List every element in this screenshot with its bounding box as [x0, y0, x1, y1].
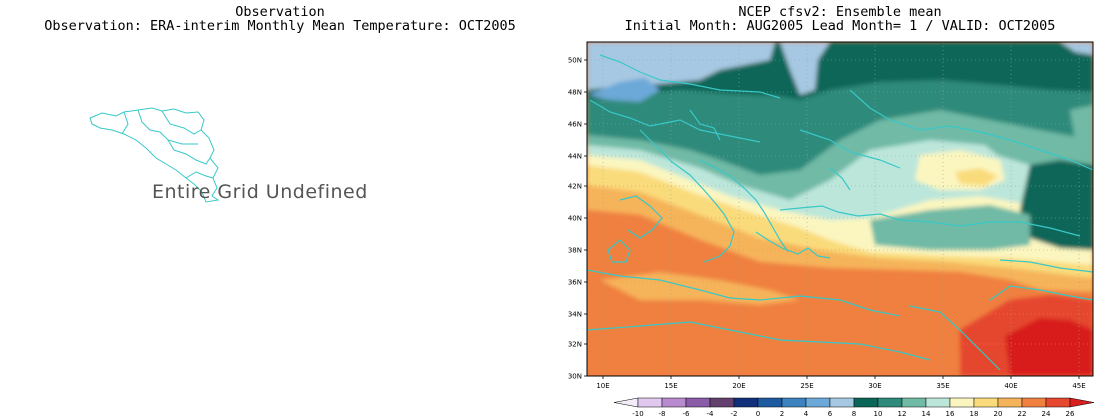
colorbar-swatch [1069, 397, 1095, 408]
left-coastline-outline [89, 107, 220, 203]
colorbar-level-label: -4 [707, 410, 715, 418]
colorbar-swatch [829, 397, 855, 408]
colorbar-swatch [733, 397, 759, 408]
lon-tick-label: 30E [868, 382, 881, 390]
colorbar-level-label: 8 [852, 410, 856, 418]
lat-tick-label: 44N [568, 153, 582, 161]
lon-tick-label: 15E [664, 382, 677, 390]
lon-tick-label: 35E [936, 382, 949, 390]
colorbar-level-label: 16 [946, 410, 955, 418]
lat-tick-label: 30N [568, 373, 582, 381]
lon-tick-label: 20E [732, 382, 745, 390]
colorbar-level-label: 2 [780, 410, 784, 418]
temperature-map [587, 42, 1093, 376]
gridlines [587, 42, 1093, 376]
colorbar-swatch [973, 397, 999, 408]
colorbar-level-label: 24 [1042, 410, 1051, 418]
colorbar-level-label: -6 [683, 410, 691, 418]
map-frame [586, 41, 1094, 377]
colorbar-level-label: 14 [922, 410, 931, 418]
lat-tick-label: 36N [568, 279, 582, 287]
colorbar: -10 -8 -6 -4 -2 0 2 4 6 8 10 12 14 16 18 20 22 24 26 [613, 397, 1095, 418]
colorbar-swatch [661, 397, 687, 408]
colorbar-swatch [805, 397, 831, 408]
lon-tick-label: 45E [1072, 382, 1085, 390]
right-title-line2: Initial Month: AUG2005 Lead Month= 1 / V… [624, 18, 1056, 34]
colorbar-swatch [1021, 397, 1047, 408]
left-panel-title: Observation Observation: ERA-interim Mon… [0, 5, 560, 33]
lon-tick-label: 40E [1004, 382, 1017, 390]
colorbar-level-label: 0 [756, 410, 760, 418]
longitude-ticks: 10E 15E 20E 25E 30E 35E 40E 45E [596, 376, 1086, 390]
colorbar-level-label: 12 [898, 410, 907, 418]
lon-tick-label: 25E [800, 382, 813, 390]
latitude-ticks: 50N 48N 46N 44N 42N 40N 38N 36N 34N 32N 30N [568, 57, 587, 381]
colorbar-level-label: 18 [970, 410, 979, 418]
colorbar-level-label: 26 [1066, 410, 1075, 418]
grid-undefined-message: Entire Grid Undefined [152, 181, 368, 203]
colorbar-swatch [901, 397, 927, 408]
lon-tick-label: 10E [596, 382, 609, 390]
lat-tick-label: 46N [568, 121, 582, 129]
lat-tick-label: 34N [568, 311, 582, 319]
right-panel-title: NCEP cfsv2: Ensemble mean Initial Month:… [560, 5, 1120, 33]
colorbar-swatch [853, 397, 879, 408]
coastlines [587, 54, 1093, 371]
lat-tick-label: 42N [568, 183, 582, 191]
colorbar-level-label: -8 [659, 410, 666, 418]
left-title-line2: Observation: ERA-interim Monthly Mean Te… [44, 18, 516, 34]
colorbar-level-label: 22 [1018, 410, 1027, 418]
colorbar-swatch [685, 397, 711, 408]
colorbar-level-label: -10 [632, 410, 643, 418]
left-title-line1: Observation [235, 4, 325, 20]
right-title-line1: NCEP cfsv2: Ensemble mean [738, 4, 942, 20]
lat-tick-label: 38N [568, 247, 582, 255]
colorbar-swatch [949, 397, 975, 408]
colorbar-level-label: 4 [804, 410, 809, 418]
colorbar-level-label: -2 [731, 410, 738, 418]
colorbar-level-label: 6 [828, 410, 833, 418]
lat-tick-label: 32N [568, 341, 582, 349]
colorbar-swatch [757, 397, 783, 408]
colorbar-swatch [1045, 397, 1071, 408]
lat-tick-label: 40N [568, 215, 582, 223]
lat-tick-label: 50N [568, 57, 582, 65]
colorbar-swatch [925, 397, 951, 408]
lat-tick-label: 48N [568, 89, 582, 97]
colorbar-swatch [637, 397, 663, 408]
colorbar-level-label: 20 [994, 410, 1003, 418]
colorbar-swatch [613, 397, 639, 408]
colorbar-swatch [997, 397, 1023, 408]
colorbar-swatch [877, 397, 903, 408]
colorbar-swatch [781, 397, 807, 408]
colorbar-swatch [709, 397, 735, 408]
colorbar-level-label: 10 [874, 410, 883, 418]
